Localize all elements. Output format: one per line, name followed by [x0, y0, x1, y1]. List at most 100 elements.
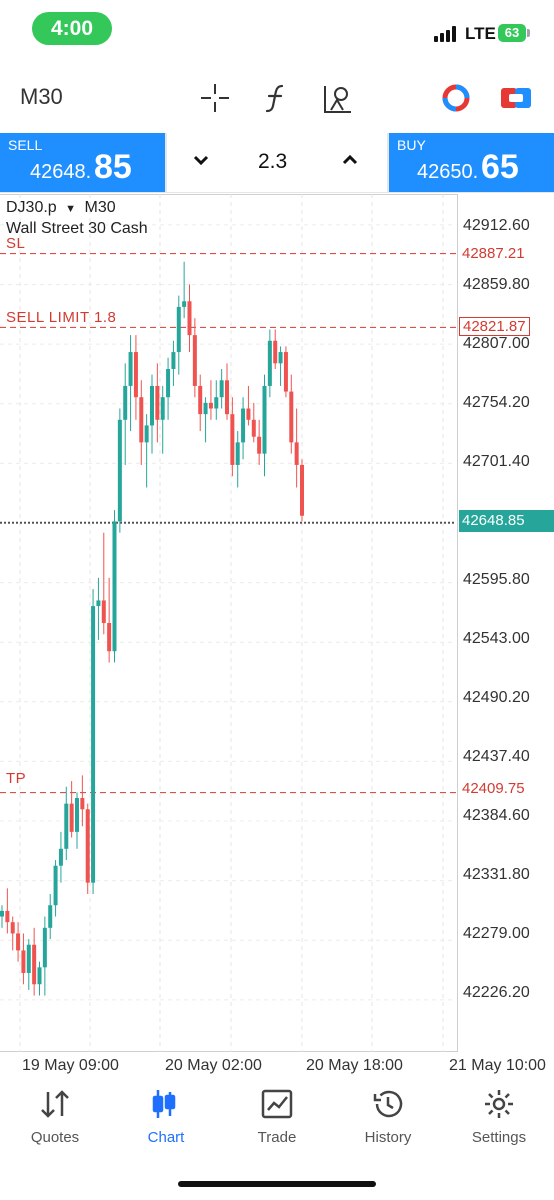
x-tick: 19 May 09:00 — [22, 1057, 119, 1074]
candle-body — [208, 402, 213, 409]
candle-body — [294, 442, 299, 465]
y-tick: 42807.00 — [463, 335, 530, 352]
sell-limit-label[interactable]: SELL LIMIT 1.8 — [6, 309, 117, 326]
y-tick: 42859.80 — [463, 276, 530, 293]
sell-limit-price-tag: 42821.87 — [459, 317, 530, 336]
candle-body — [171, 352, 176, 369]
y-tick: 42754.20 — [463, 394, 530, 411]
sell-price-big: 85 — [94, 148, 132, 186]
trade-icon — [261, 1089, 293, 1119]
volume-decrease-button[interactable] — [193, 152, 209, 173]
candle-body — [144, 425, 149, 443]
y-tick: 42701.40 — [463, 453, 530, 470]
candle-body — [192, 335, 197, 386]
gear-icon — [485, 1090, 513, 1118]
candle-body — [160, 397, 165, 420]
candle-body — [69, 803, 74, 832]
candle-body — [80, 797, 85, 810]
objects-icon[interactable] — [320, 80, 356, 116]
candle-body — [42, 927, 47, 968]
nav-history[interactable]: History — [333, 1088, 443, 1146]
candle-body — [267, 340, 272, 386]
symbol-description: Wall Street 30 Cash — [6, 220, 148, 237]
sl-price-tag: 42887.21 — [462, 245, 525, 262]
battery-tip — [527, 29, 530, 37]
nav-settings[interactable]: Settings — [444, 1088, 554, 1146]
candle-body — [251, 419, 256, 437]
candle-body — [273, 340, 278, 364]
candle-body — [278, 352, 283, 364]
candle-body — [139, 397, 144, 443]
crosshair-icon[interactable] — [197, 80, 233, 116]
candle-body — [241, 408, 246, 443]
candle-body — [230, 414, 235, 465]
volume-value[interactable]: 2.3 — [258, 150, 288, 173]
candle-body — [91, 606, 96, 883]
candle-body — [289, 391, 294, 443]
candle-body — [5, 910, 10, 923]
symbol-label: DJ30.p — [6, 199, 57, 216]
buy-price-big: 65 — [481, 148, 519, 186]
candle-body — [246, 408, 251, 420]
sell-price-small: 42648. — [30, 161, 92, 183]
candle-body — [112, 521, 117, 652]
candle-body — [0, 910, 4, 917]
candle-body — [257, 436, 262, 454]
y-tick: 42437.40 — [463, 748, 530, 765]
sell-label: SELL — [8, 137, 43, 153]
candle-body — [128, 352, 133, 386]
y-tick: 42226.20 — [463, 984, 530, 1001]
candle-body — [123, 385, 128, 420]
new-order-icon[interactable] — [498, 80, 534, 116]
y-tick: 42331.80 — [463, 866, 530, 883]
volume-increase-button[interactable] — [342, 152, 358, 173]
buy-button[interactable]: BUY 42650. 65 — [389, 133, 554, 192]
signal-icon — [434, 26, 460, 42]
x-tick: 20 May 18:00 — [306, 1057, 403, 1074]
x-tick: 21 May 10:00 — [449, 1057, 546, 1074]
buy-label: BUY — [397, 137, 426, 153]
nav-chart[interactable]: Chart — [111, 1088, 221, 1146]
home-indicator[interactable] — [178, 1181, 376, 1187]
candle-body — [166, 368, 171, 398]
buy-price-small: 42650. — [417, 161, 479, 183]
candle-body — [58, 848, 63, 866]
candle-body — [155, 385, 160, 420]
symbol-header[interactable]: DJ30.p ▼ M30 — [6, 199, 116, 216]
candle-body — [203, 402, 208, 415]
candle-body — [214, 397, 219, 409]
candle-body — [48, 905, 53, 928]
battery-icon: 63 — [498, 24, 526, 42]
nav-quotes[interactable]: Quotes — [0, 1088, 110, 1146]
y-tick: 42384.60 — [463, 807, 530, 824]
candle-body — [53, 865, 58, 906]
current-price-tag: 42648.85 — [459, 510, 554, 532]
symbol-timeframe: M30 — [84, 199, 116, 216]
y-tick: 42543.00 — [463, 630, 530, 647]
tp-label: TP — [6, 770, 27, 787]
candle-body — [133, 352, 138, 398]
one-click-trading-icon[interactable] — [438, 80, 474, 116]
candle-body — [101, 600, 106, 623]
candle-body — [16, 933, 21, 951]
candle-body — [225, 380, 229, 415]
price-chart[interactable] — [0, 194, 554, 1074]
sell-button[interactable]: SELL 42648. 85 — [0, 133, 165, 192]
network-type: LTE — [465, 24, 496, 43]
candle-body — [21, 950, 26, 973]
tp-price-tag: 42409.75 — [462, 780, 525, 797]
candle-body — [75, 797, 79, 832]
chart-area[interactable] — [0, 194, 458, 1052]
candle-body — [96, 600, 101, 607]
candle-body — [85, 809, 90, 883]
candle-body — [283, 352, 288, 392]
candle-body — [300, 464, 304, 516]
indicators-icon[interactable] — [258, 80, 294, 116]
sl-label: SL — [6, 235, 26, 252]
volume-control — [167, 133, 387, 192]
nav-trade[interactable]: Trade — [222, 1088, 332, 1146]
x-tick: 20 May 02:00 — [165, 1057, 262, 1074]
candle-body — [150, 385, 154, 426]
timeframe-selector[interactable]: M30 — [20, 84, 63, 109]
y-tick: 42912.60 — [463, 217, 530, 234]
